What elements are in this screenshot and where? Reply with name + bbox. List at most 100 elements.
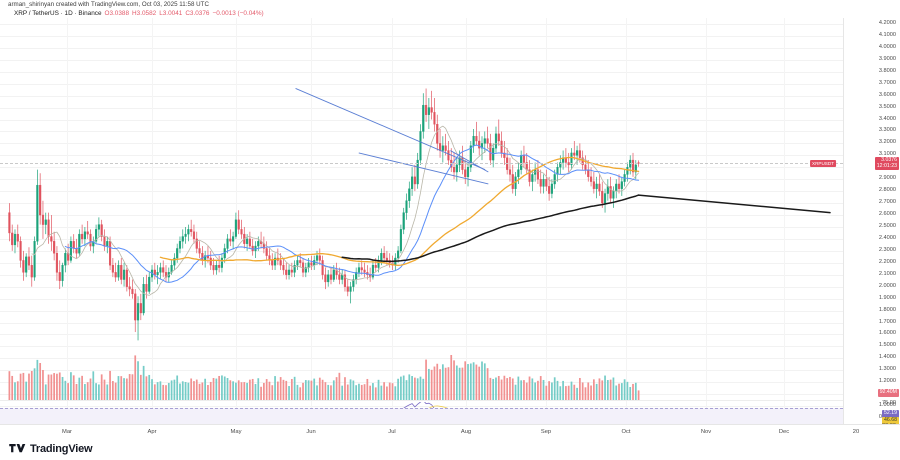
volume-bar <box>632 383 634 401</box>
volume-bar <box>623 379 626 401</box>
volume-bar <box>430 369 433 401</box>
price-tick-label: 1.6000 <box>878 330 896 337</box>
volume-bar <box>587 382 590 401</box>
volume-pane[interactable] <box>0 351 843 401</box>
price-pane[interactable] <box>0 18 843 424</box>
candle <box>436 114 439 151</box>
volume-bar <box>411 376 413 401</box>
candle <box>539 169 542 194</box>
volume-bar <box>237 380 240 401</box>
time-tick-label: Dec <box>778 429 790 435</box>
price-tick-label: 1.2000 <box>878 378 896 385</box>
price-tick-label: 3.9000 <box>878 55 896 62</box>
volume-bar <box>374 387 377 401</box>
candle <box>237 210 240 235</box>
candle <box>299 253 302 268</box>
volume-bar <box>181 381 184 401</box>
candle <box>296 255 299 270</box>
ma-mid-line <box>159 156 640 266</box>
candle <box>159 262 162 280</box>
time-axis[interactable]: Mar Apr May Jun Jul Aug Sep Oct Nov Dec 20 <box>0 424 900 441</box>
volume-bar <box>162 384 165 401</box>
candle <box>573 140 576 161</box>
candle <box>338 267 341 285</box>
rsi-upper-level-label: 75.00 <box>882 400 896 407</box>
candle <box>41 200 45 239</box>
candle <box>313 255 316 270</box>
candle <box>39 173 42 225</box>
price-tick-label: 2.7000 <box>878 199 896 206</box>
volume-bar <box>28 373 30 401</box>
volume-bar <box>419 376 422 401</box>
volume-bar <box>128 374 131 401</box>
volume-bar <box>316 385 318 401</box>
candle <box>114 262 117 282</box>
gridline-horizontal <box>0 358 843 360</box>
volume-bar <box>497 376 500 401</box>
legend-change: −0.0013 (−0.04%) <box>212 10 264 17</box>
time-tick-label: Sep <box>540 429 552 435</box>
volume-bar <box>148 374 151 401</box>
time-tick-label: Jun <box>306 429 316 435</box>
legend-symbol[interactable]: XRP / TetherUS · 1D · Binance <box>14 10 102 17</box>
volume-bar <box>257 378 260 401</box>
candle <box>106 236 109 254</box>
chart-plot-area[interactable] <box>0 18 843 438</box>
volume-bar <box>531 378 534 401</box>
volume-bar <box>534 382 536 401</box>
volume-bar <box>500 379 503 401</box>
volume-bar <box>360 384 363 401</box>
candle <box>58 260 61 290</box>
candle <box>601 181 604 208</box>
candle <box>629 155 632 175</box>
volume-bar <box>489 377 492 401</box>
volume-bar <box>235 382 237 401</box>
price-countdown: 12:01:23 <box>876 162 897 169</box>
candle <box>103 229 106 251</box>
volume-bar <box>609 379 612 401</box>
volume-bar <box>551 382 553 401</box>
price-tick-label: 2.0000 <box>878 282 896 289</box>
candle <box>310 255 313 270</box>
volume-bar <box>165 385 167 401</box>
volume-bar <box>369 385 372 401</box>
candle <box>198 241 201 259</box>
price-axis[interactable]: 4.2000 4.1000 4.0000 3.9000 3.8000 3.7000 3.60… <box>843 18 900 429</box>
candle <box>494 126 498 153</box>
candle <box>550 179 553 199</box>
price-tick-label: 3.5000 <box>878 103 896 110</box>
volume-bar <box>441 364 444 401</box>
volume-bar <box>559 386 562 401</box>
gridline-horizontal <box>0 382 843 384</box>
trendline-upper-descending[interactable] <box>295 88 486 171</box>
time-tick-label: Nov <box>700 429 712 435</box>
volume-bar <box>209 381 212 401</box>
candle <box>243 226 246 249</box>
volume-bar <box>579 377 581 401</box>
volume-bar <box>467 364 469 401</box>
trendline-lower-descending[interactable] <box>358 152 489 185</box>
gridline-horizontal <box>0 107 843 109</box>
volume-bar <box>380 385 383 401</box>
volume-bar <box>153 384 156 401</box>
tradingview-logo[interactable]: TradingView <box>9 443 93 455</box>
volume-bar <box>562 380 564 401</box>
candle <box>405 193 408 220</box>
trendline-micro-upper[interactable] <box>450 150 489 173</box>
volume-bar <box>481 361 483 401</box>
candle <box>53 231 56 261</box>
candle <box>279 253 282 270</box>
candle <box>111 258 114 278</box>
candle <box>304 262 307 278</box>
candle <box>100 219 103 242</box>
volume-bar <box>92 371 95 401</box>
volume-bar <box>349 379 352 401</box>
candle <box>92 236 95 254</box>
volume-bar <box>25 381 28 401</box>
volume-bar <box>11 375 14 401</box>
volume-bar <box>400 376 402 401</box>
current-price-badge: 3.0376 12:01:23 <box>874 156 899 171</box>
volume-bar <box>573 384 576 401</box>
volume-bar <box>193 381 195 401</box>
gridline-vertical <box>311 18 312 424</box>
